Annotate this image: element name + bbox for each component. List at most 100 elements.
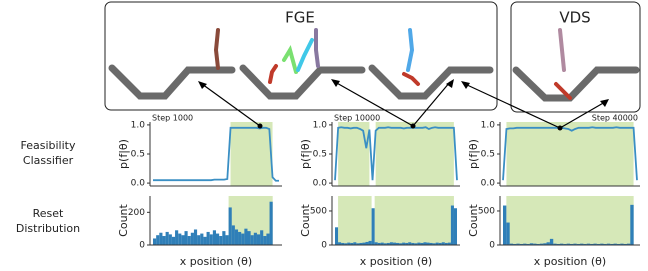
bar (234, 229, 239, 245)
vds-panel (510, 1, 641, 113)
bar (450, 205, 454, 245)
bar (426, 242, 430, 245)
bar (616, 243, 621, 245)
bar (509, 243, 514, 245)
bar (447, 242, 451, 245)
bar (630, 204, 634, 245)
line (502, 126, 638, 181)
shaded-region (230, 122, 273, 186)
bar (162, 236, 166, 245)
bar (380, 242, 384, 245)
bar (228, 207, 232, 245)
bar (171, 236, 176, 245)
y-tick-label: 0 (139, 241, 145, 251)
bar (590, 243, 594, 245)
bar (546, 242, 550, 245)
bar (377, 242, 381, 245)
bar (153, 238, 157, 245)
y-tick-label: 1.0 (131, 120, 146, 130)
bar (206, 231, 210, 245)
bar (566, 243, 570, 245)
vds-label: VDS (559, 9, 590, 27)
bar (200, 233, 204, 245)
bar (623, 243, 627, 245)
shaded-region (338, 122, 370, 186)
bar (396, 242, 400, 245)
bar (523, 243, 527, 245)
bar (423, 242, 427, 245)
row-label: Reset (33, 207, 64, 220)
bar (335, 227, 339, 245)
bar (573, 243, 577, 245)
fge-label: FGE (285, 9, 315, 27)
x-axis-label: x position (θ) (180, 255, 252, 268)
bar (526, 243, 530, 245)
bar (181, 235, 185, 245)
bar (503, 205, 507, 245)
bar (600, 243, 604, 245)
y-tick-label: 0.0 (131, 179, 146, 189)
bar (356, 243, 360, 245)
shaded-region (374, 196, 454, 245)
bar (506, 222, 510, 245)
bar (405, 242, 409, 245)
bar (250, 235, 254, 245)
y-tick-label: 1.0 (313, 120, 328, 130)
bar (610, 243, 614, 245)
fge-panel (104, 1, 498, 111)
bar (453, 208, 457, 245)
step-label: Step 40000 (592, 114, 638, 123)
y-axis-label: Count (117, 203, 130, 236)
bar (341, 242, 345, 245)
y-axis-label: p(f|θ) (467, 139, 480, 169)
bar (238, 231, 242, 245)
bar (556, 243, 560, 245)
bar (209, 234, 213, 245)
bar (168, 234, 172, 245)
bar (362, 242, 366, 245)
bar (543, 243, 547, 245)
bar (539, 243, 544, 245)
bar (350, 242, 354, 245)
bar (414, 243, 418, 245)
bar (519, 243, 524, 245)
bar (197, 235, 201, 245)
bar (353, 242, 357, 245)
bar (187, 236, 191, 245)
bar (178, 233, 182, 245)
bar (365, 241, 369, 245)
bar (344, 243, 348, 245)
y-tick-label: 0.5 (131, 150, 145, 160)
bar (371, 208, 375, 245)
bar (408, 242, 412, 245)
bar (563, 243, 567, 245)
bar (620, 243, 624, 245)
bar (613, 243, 617, 245)
bar (576, 243, 581, 245)
bar (420, 242, 424, 245)
row-label: Distribution (16, 222, 80, 235)
x-axis-label: x position (θ) (534, 255, 606, 268)
y-axis-label: p(f|θ) (117, 139, 130, 169)
bar (269, 201, 273, 245)
row-label: Classifier (23, 154, 74, 167)
y-tick-label: 500 (478, 206, 495, 216)
bar (347, 242, 351, 245)
step-label: Step 1000 (152, 114, 193, 123)
bar (583, 243, 587, 245)
shaded-region (506, 196, 634, 245)
bar (606, 243, 611, 245)
bar (253, 232, 257, 245)
bar (432, 243, 436, 245)
bar (444, 242, 448, 245)
bar (438, 242, 442, 245)
bar (190, 232, 194, 245)
bar (212, 230, 216, 245)
arrows (201, 81, 606, 129)
bar (516, 243, 520, 245)
shaded-region (375, 122, 454, 186)
bar (368, 240, 372, 245)
bar (266, 233, 270, 245)
y-tick-label: 0.5 (313, 150, 327, 160)
